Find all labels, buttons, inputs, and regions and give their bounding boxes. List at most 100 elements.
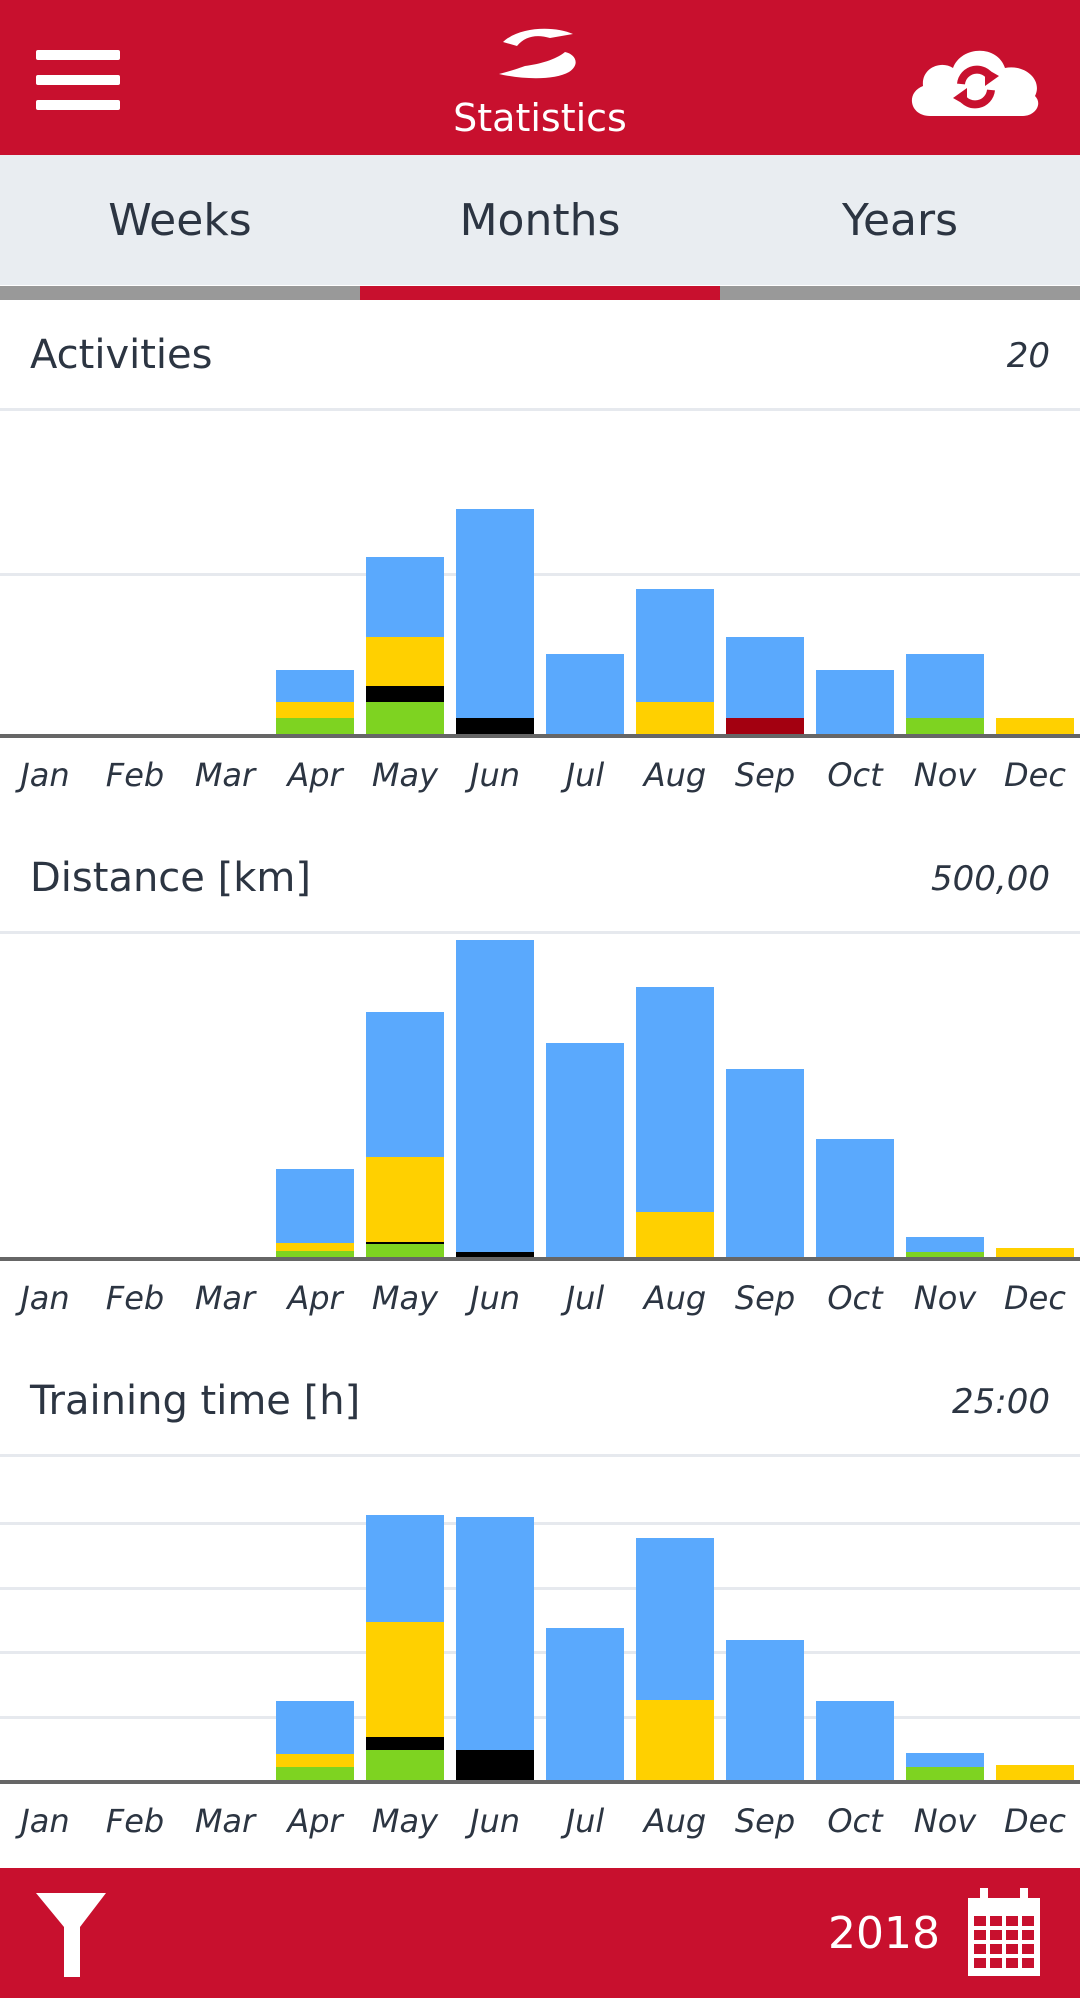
bar-segment-may-blue <box>366 1011 444 1157</box>
bar-segment-may-black <box>366 685 444 702</box>
bar-segment-nov-green <box>906 1252 984 1257</box>
chart-title: Activities <box>30 332 213 378</box>
bar-segment-may-black <box>366 1737 444 1751</box>
year-label[interactable]: 2018 <box>828 1908 940 1959</box>
bar-segment-nov-green <box>906 717 984 734</box>
chart-max-value: 20 <box>1006 336 1050 376</box>
cloud-sync-icon[interactable] <box>905 38 1045 118</box>
month-label-sep: Sep <box>734 1802 796 1840</box>
header-divider <box>0 408 1080 411</box>
bar-segment-sep-darkred <box>726 717 804 734</box>
bar-segment-aug-yellow <box>636 701 714 734</box>
bar-segment-apr-green <box>276 1250 354 1257</box>
bar-segment-oct-blue <box>816 1139 894 1257</box>
bar-segment-dec-yellow <box>996 717 1074 734</box>
month-label-mar: Mar <box>194 1802 256 1840</box>
bar-segment-may-yellow <box>366 637 444 686</box>
month-label-aug: Aug <box>643 1802 707 1840</box>
month-label-jun: Jun <box>470 756 520 794</box>
month-label-apr: Apr <box>287 1279 343 1317</box>
month-label-may: May <box>371 756 439 794</box>
distance-chart: Distance [km] 500,00 Jan Feb Mar Apr May Jun J… <box>0 823 1080 1346</box>
bar-segment-may-yellow <box>366 1156 444 1242</box>
bar-segment-may-black <box>366 1241 444 1245</box>
bar-segment-apr-yellow <box>276 1754 354 1768</box>
gridline <box>0 1715 1080 1719</box>
month-label-mar: Mar <box>194 1279 256 1317</box>
bar-segment-dec-yellow <box>996 1247 1074 1257</box>
month-label-jul: Jul <box>565 1802 605 1840</box>
x-axis-line <box>0 1780 1080 1784</box>
header-divider <box>0 1454 1080 1457</box>
calendar-icon[interactable] <box>966 1886 1042 1978</box>
tab-indicator-years <box>720 286 1080 300</box>
tab-weeks[interactable]: Weeks <box>108 194 252 246</box>
hamburger-icon[interactable] <box>36 50 120 110</box>
bar-segment-aug-yellow <box>636 1700 714 1780</box>
page-title: Statistics <box>453 96 627 140</box>
bar-segment-aug-blue <box>636 986 714 1212</box>
month-label-oct: Oct <box>827 756 883 794</box>
app-logo-icon <box>499 28 576 79</box>
gridline <box>0 1522 1080 1526</box>
bottom-bar: 2018 <box>0 1868 1080 1998</box>
chart-max-value: 25:00 <box>952 1382 1050 1422</box>
bar-segment-apr-blue <box>276 1701 354 1755</box>
month-label-jan: Jan <box>20 1802 70 1840</box>
bar-segment-jun-black <box>456 1750 534 1780</box>
month-label-nov: Nov <box>913 756 977 794</box>
bar-segment-apr-yellow <box>276 701 354 718</box>
training-time-chart: Training time [h] 25:00 Jan Feb Mar Apr May J… <box>0 1346 1080 1868</box>
header-divider <box>0 931 1080 934</box>
bar-segment-jul-blue <box>546 653 624 734</box>
top-app-bar: Statistics <box>0 0 1080 155</box>
month-label-nov: Nov <box>913 1279 977 1317</box>
chart-max-value: 500,00 <box>931 859 1050 899</box>
month-label-feb: Feb <box>105 1279 165 1317</box>
bar-segment-jun-blue <box>456 508 534 718</box>
month-label-dec: Dec <box>1004 756 1066 794</box>
tab-years[interactable]: Years <box>841 194 959 246</box>
x-axis-line <box>0 1257 1080 1261</box>
month-label-oct: Oct <box>827 1279 883 1317</box>
gridline <box>0 573 1080 576</box>
month-label-feb: Feb <box>105 1802 165 1840</box>
bar-segment-jun-black <box>456 717 534 734</box>
x-axis-line <box>0 734 1080 738</box>
bar-segment-apr-blue <box>276 669 354 702</box>
bar-segment-sep-blue <box>726 1068 804 1257</box>
bar-segment-jun-blue <box>456 939 534 1252</box>
bar-segment-aug-blue <box>636 589 714 702</box>
bar-segment-oct-blue <box>816 669 894 734</box>
month-label-mar: Mar <box>194 756 256 794</box>
bar-segment-oct-blue <box>816 1701 894 1780</box>
bar-segment-aug-blue <box>636 1537 714 1701</box>
month-label-jan: Jan <box>20 756 70 794</box>
bar-segment-nov-blue <box>906 1237 984 1253</box>
filter-icon[interactable] <box>36 1893 106 1978</box>
month-label-sep: Sep <box>734 756 796 794</box>
bar-segment-may-blue <box>366 1514 444 1622</box>
bar-segment-jul-blue <box>546 1628 624 1780</box>
bar-segment-sep-blue <box>726 637 804 718</box>
bar-segment-apr-green <box>276 1767 354 1780</box>
month-label-jul: Jul <box>565 756 605 794</box>
tab-indicator-weeks <box>0 286 360 300</box>
bar-segment-apr-green <box>276 717 354 734</box>
month-label-dec: Dec <box>1004 1279 1066 1317</box>
month-label-sep: Sep <box>734 1279 796 1317</box>
bar-segment-apr-blue <box>276 1168 354 1243</box>
chart-title: Distance [km] <box>30 855 311 901</box>
month-label-feb: Feb <box>105 756 165 794</box>
gridline <box>0 1586 1080 1590</box>
bar-segment-may-green <box>366 1750 444 1780</box>
month-label-apr: Apr <box>287 1802 343 1840</box>
gridline <box>0 1651 1080 1655</box>
month-label-nov: Nov <box>913 1802 977 1840</box>
bar-segment-may-yellow <box>366 1621 444 1738</box>
month-label-aug: Aug <box>643 756 707 794</box>
month-label-oct: Oct <box>827 1802 883 1840</box>
tab-months[interactable]: Months <box>459 194 621 246</box>
month-label-jul: Jul <box>565 1279 605 1317</box>
month-label-aug: Aug <box>643 1279 707 1317</box>
